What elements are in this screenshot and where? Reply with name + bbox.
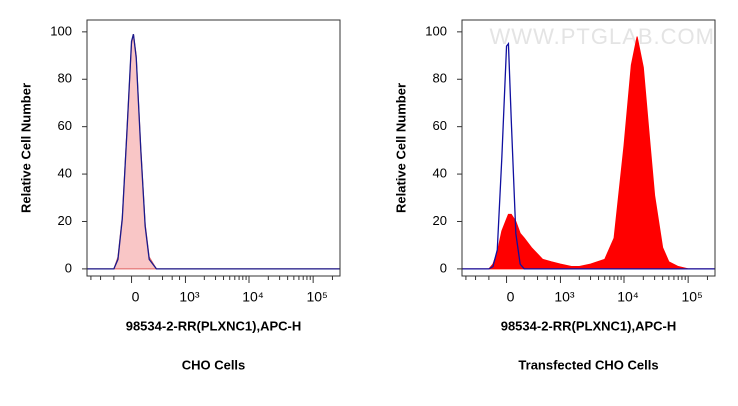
x-tick-label: 10⁴ <box>242 289 264 305</box>
caption: CHO Cells <box>182 357 246 372</box>
x-tick-label: 10⁵ <box>306 289 327 305</box>
y-tick-label: 0 <box>440 260 447 275</box>
y-tick-label: 100 <box>425 23 447 38</box>
x-axis-title: 98534-2-RR(PLXNC1),APC-H <box>501 318 677 333</box>
watermark: WWW.PTGLAB.COM <box>490 24 715 49</box>
caption: Transfected CHO Cells <box>518 357 658 372</box>
plot-frame <box>86 19 341 277</box>
y-tick-label: 80 <box>58 71 72 86</box>
histogram-area <box>86 34 341 270</box>
histogram-line <box>87 34 340 270</box>
y-tick-label: 20 <box>58 213 72 228</box>
x-tick-label: 0 <box>132 289 140 305</box>
x-tick-label: 10³ <box>179 289 200 305</box>
y-tick-label: 40 <box>433 166 447 181</box>
x-tick-label: 10³ <box>554 289 575 305</box>
x-tick-label: 10⁴ <box>617 289 639 305</box>
x-tick-label: 0 <box>507 289 515 305</box>
y-tick-label: 80 <box>433 71 447 86</box>
y-tick-label: 60 <box>433 118 447 133</box>
x-tick-label: 10⁵ <box>681 289 702 305</box>
x-axis-title: 98534-2-RR(PLXNC1),APC-H <box>126 318 302 333</box>
y-axis-title: Relative Cell Number <box>393 83 408 213</box>
y-tick-label: 0 <box>65 260 72 275</box>
y-tick-label: 40 <box>58 166 72 181</box>
y-tick-label: 100 <box>50 23 72 38</box>
y-tick-label: 20 <box>433 213 447 228</box>
plot-frame <box>461 19 716 277</box>
y-axis-title: Relative Cell Number <box>18 83 33 213</box>
histogram-area <box>461 36 716 270</box>
histogram-line <box>462 41 715 270</box>
y-tick-label: 60 <box>58 118 72 133</box>
